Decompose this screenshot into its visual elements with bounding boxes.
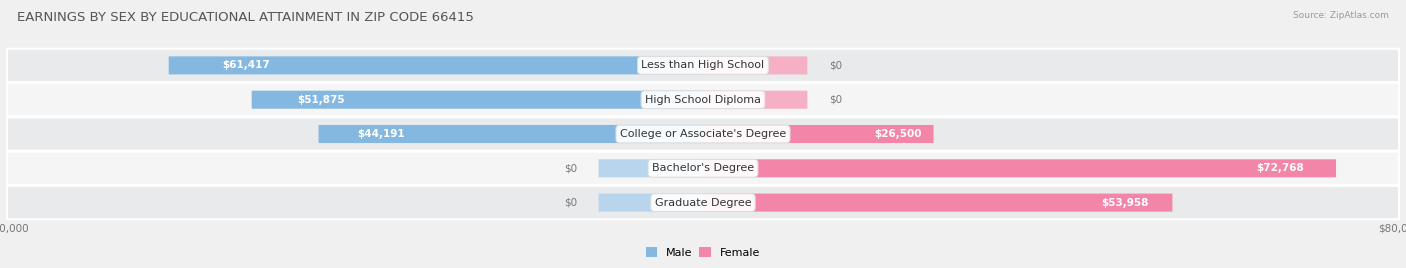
Text: EARNINGS BY SEX BY EDUCATIONAL ATTAINMENT IN ZIP CODE 66415: EARNINGS BY SEX BY EDUCATIONAL ATTAINMEN… — [17, 11, 474, 24]
Text: $51,875: $51,875 — [297, 95, 344, 105]
FancyBboxPatch shape — [703, 56, 807, 75]
Text: Bachelor's Degree: Bachelor's Degree — [652, 163, 754, 173]
Text: $26,500: $26,500 — [875, 129, 922, 139]
FancyBboxPatch shape — [7, 49, 1399, 82]
Text: $0: $0 — [564, 198, 576, 208]
Text: College or Associate's Degree: College or Associate's Degree — [620, 129, 786, 139]
Text: $0: $0 — [564, 163, 576, 173]
FancyBboxPatch shape — [703, 159, 1336, 177]
Text: $61,417: $61,417 — [222, 60, 270, 70]
FancyBboxPatch shape — [7, 186, 1399, 219]
Text: $0: $0 — [830, 60, 842, 70]
FancyBboxPatch shape — [703, 193, 1173, 212]
FancyBboxPatch shape — [252, 91, 703, 109]
Text: $72,768: $72,768 — [1257, 163, 1305, 173]
FancyBboxPatch shape — [703, 91, 807, 109]
Text: Graduate Degree: Graduate Degree — [655, 198, 751, 208]
FancyBboxPatch shape — [169, 56, 703, 75]
Legend: Male, Female: Male, Female — [641, 243, 765, 262]
Text: High School Diploma: High School Diploma — [645, 95, 761, 105]
FancyBboxPatch shape — [599, 193, 703, 212]
Text: $44,191: $44,191 — [357, 129, 405, 139]
Text: Less than High School: Less than High School — [641, 60, 765, 70]
FancyBboxPatch shape — [7, 152, 1399, 185]
FancyBboxPatch shape — [7, 117, 1399, 151]
Text: $53,958: $53,958 — [1101, 198, 1149, 208]
Text: $0: $0 — [830, 95, 842, 105]
FancyBboxPatch shape — [599, 159, 703, 177]
Text: Source: ZipAtlas.com: Source: ZipAtlas.com — [1294, 11, 1389, 20]
FancyBboxPatch shape — [703, 125, 934, 143]
FancyBboxPatch shape — [319, 125, 703, 143]
FancyBboxPatch shape — [7, 83, 1399, 116]
